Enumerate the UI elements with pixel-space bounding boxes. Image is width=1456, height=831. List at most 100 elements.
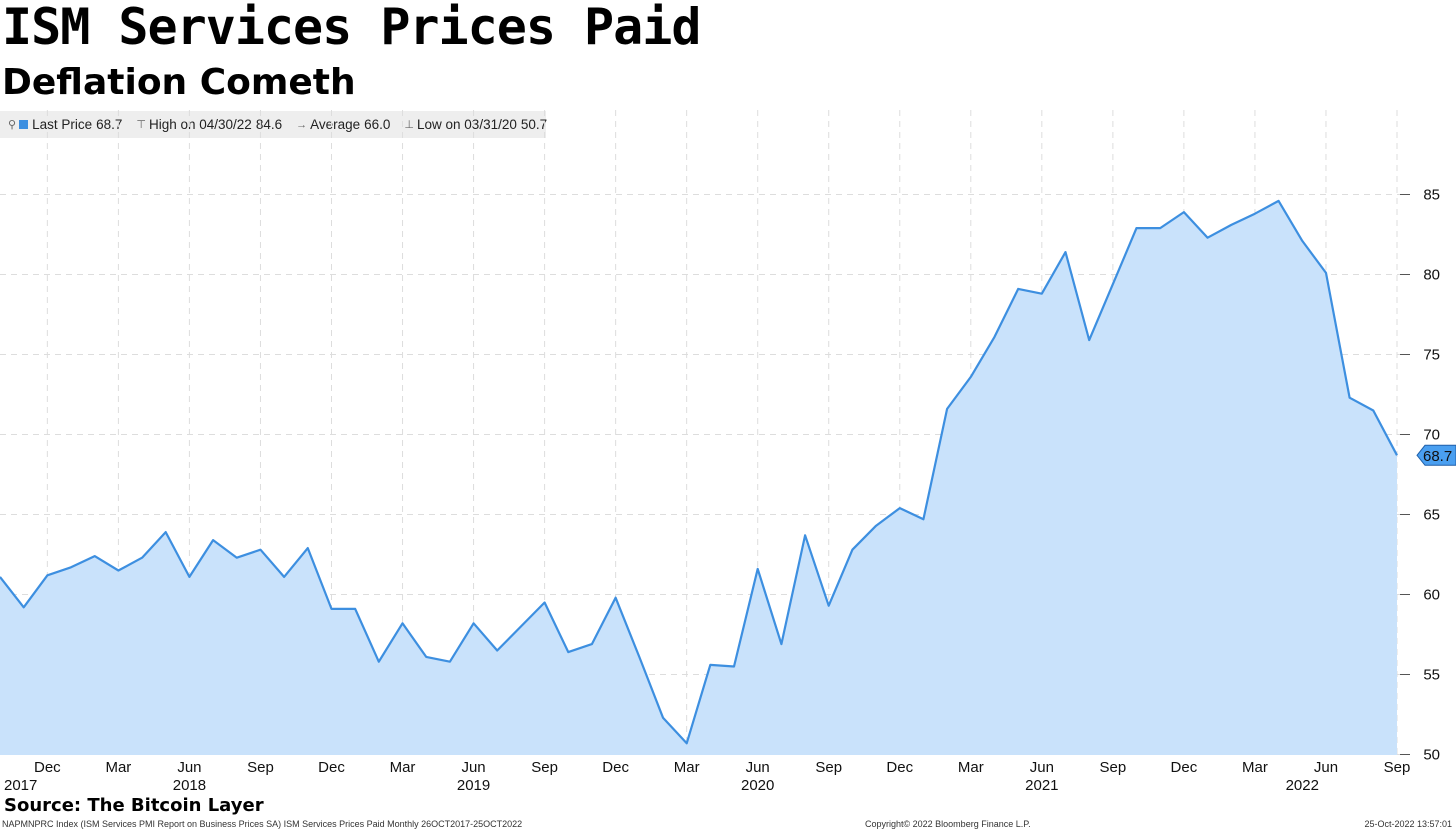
data-point [1395,453,1399,457]
data-point [1300,239,1304,243]
x-tick-label: Sep [1100,759,1127,776]
data-point [1087,338,1091,342]
x-tick-label: Mar [1242,759,1268,776]
data-point [377,660,381,664]
y-tick-label: 55 [1423,667,1440,684]
x-year-label: 2018 [173,777,206,794]
data-point [235,556,239,560]
data-point [187,575,191,579]
x-year-label: 2020 [741,777,774,794]
x-tick-label: Mar [674,759,700,776]
data-point [637,655,641,659]
x-tick-label: Mar [958,759,984,776]
data-point [732,665,736,669]
data-point [566,650,570,654]
data-point [685,741,689,745]
x-tick-label: Dec [602,759,629,776]
x-tick-label: Mar [390,759,416,776]
x-tick-label: Dec [1171,759,1198,776]
chart-title: ISM Services Prices Paid [2,0,701,56]
legend-low-value: 50.7 [520,117,548,132]
data-point [424,655,428,659]
legend-average: → Average 66.0 [296,117,390,132]
series-area [0,200,1397,755]
data-point [448,660,452,664]
data-point [1182,210,1186,214]
data-point [22,605,26,609]
x-year-label: 2021 [1025,777,1058,794]
legend-high-value: 84.6 [255,117,283,132]
data-point [590,642,594,646]
series-swatch [19,120,29,129]
y-tick-label: 85 [1423,187,1440,204]
legend-last-price: ⚲ Last Price 68.7 [8,117,122,132]
data-point [969,375,973,379]
data-point [543,601,547,605]
data-point [1229,223,1233,227]
data-point [1016,287,1020,291]
y-tick-label: 80 [1423,267,1440,284]
y-tick-label: 75 [1423,347,1440,364]
x-tick-label: Sep [247,759,274,776]
data-point [519,625,523,629]
data-point [945,407,949,411]
data-point [1040,292,1044,296]
legend-average-value: 66.0 [364,117,391,132]
data-point [211,538,215,542]
data-point [401,621,405,625]
data-point [1277,199,1281,203]
low-marker-icon: ⊥ [404,119,415,131]
footer-description: NAPMNPRC Index (ISM Services PMI Report … [2,819,523,829]
x-tick-label: Sep [531,759,558,776]
x-tick-label: Dec [318,759,345,776]
x-axis: Dec Mar Jun Sep Dec Mar Jun Sep Dec Mar Jun Sep Dec M… [4,759,1410,794]
y-tick-label: 60 [1423,587,1440,604]
chart-plot: 50 55 60 65 70 75 80 85 Dec Mar Jun Sep Dec Mar Jun Se… [0,110,1456,794]
legend-last-price-value: 68.7 [96,117,123,132]
data-point [353,607,357,611]
last-value-label-shape [1416,444,1456,466]
data-point [779,642,783,646]
pin-icon: ⚲ [8,119,17,131]
series-line [0,199,1398,745]
data-point [614,596,618,600]
data-point [921,517,925,521]
data-point [164,530,168,534]
legend-high-label: High on 04/30/22 [148,117,252,132]
data-point [661,716,665,720]
x-year-label: 2022 [1286,777,1319,794]
y-tick-label: 70 [1423,427,1440,444]
x-tick-label: Dec [34,759,61,776]
data-point [45,573,49,577]
y-tick-label: 65 [1423,507,1440,524]
data-point [993,335,997,339]
data-point [827,604,831,608]
average-marker-icon: → [296,118,308,131]
y-tick-label: 50 [1423,747,1440,764]
x-tick-label: Sep [1384,759,1411,776]
x-tick-label: Jun [746,759,770,776]
legend-high: ⊤ High on 04/30/22 84.6 [136,117,282,132]
last-value-label: 68.7 [1416,444,1456,466]
data-point [140,556,144,560]
data-point [330,607,334,611]
data-point [1064,250,1068,254]
legend-last-price-label: Last Price [32,117,93,132]
data-point [708,663,712,667]
data-point [472,621,476,625]
legend-average-label: Average [310,117,361,132]
data-point [1348,396,1352,400]
data-point [756,567,760,571]
x-tick-label: Jun [1030,759,1054,776]
data-point [69,565,73,569]
x-year-label: 2017 [4,777,37,794]
data-point [898,506,902,510]
legend-low: ⊥ Low on 03/31/20 50.7 [404,117,547,132]
x-tick-label: Jun [177,759,201,776]
data-point [495,649,499,653]
chart-subtitle: Deflation Cometh [2,62,356,103]
data-point [874,524,878,528]
x-year-label: 2019 [457,777,490,794]
data-point [116,569,120,573]
data-point [282,575,286,579]
